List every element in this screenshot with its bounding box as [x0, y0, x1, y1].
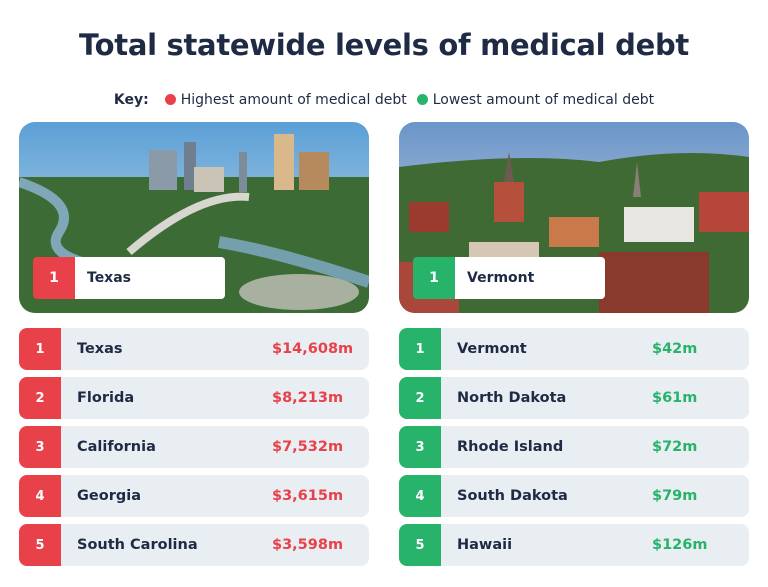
table-row: 5 South Carolina $3,598m [19, 524, 369, 566]
table-row: 3 Rhode Island $72m [399, 426, 749, 468]
title: Total statewide levels of medical debt [79, 28, 689, 62]
state: Vermont [457, 341, 527, 357]
badge: 1 Vermont [413, 257, 605, 299]
table-row: 5 Hawaii $126m [399, 524, 749, 566]
rank: 1 [19, 328, 61, 370]
state: California [77, 439, 156, 455]
key-label: Key: [113, 92, 149, 108]
table-row: 3 California $7,532m [19, 426, 369, 468]
rank: 4 [19, 475, 61, 517]
badge-name: Texas [75, 257, 225, 299]
amount: $126m [652, 537, 708, 553]
state: Rhode Island [457, 439, 564, 455]
rank: 3 [399, 426, 441, 468]
amount: $79m [652, 488, 698, 504]
rank: 2 [399, 377, 441, 419]
state: Hawaii [457, 537, 513, 553]
state: North Dakota [457, 390, 567, 406]
state: Georgia [77, 488, 141, 504]
state: Texas [77, 341, 123, 357]
rank: 4 [399, 475, 441, 517]
amount: $8,213m [272, 390, 344, 406]
table-row: 1 Vermont $42m [399, 328, 749, 370]
badge-rank: 1 [413, 257, 455, 299]
amount: $14,608m [272, 341, 354, 357]
rank: 2 [19, 377, 61, 419]
rank: 5 [19, 524, 61, 566]
amount: $7,532m [272, 439, 344, 455]
badge-rank: 1 [33, 257, 75, 299]
amount: $72m [652, 439, 698, 455]
key-dot [416, 94, 428, 105]
table-row: 2 Florida $8,213m [19, 377, 369, 419]
rank: 3 [19, 426, 61, 468]
state: South Carolina [77, 537, 198, 553]
state: Florida [77, 390, 135, 406]
photo-art [19, 122, 369, 313]
rank: 1 [399, 328, 441, 370]
badge: 1 Texas [33, 257, 225, 299]
key-dot [164, 94, 176, 105]
table-row: 4 Georgia $3,615m [19, 475, 369, 517]
rank: 5 [399, 524, 441, 566]
amount: $61m [652, 390, 698, 406]
amount: $3,598m [272, 537, 344, 553]
table-row: 2 North Dakota $61m [399, 377, 749, 419]
table-row: 1 Texas $14,608m [19, 328, 369, 370]
key: Key: Highest amount of medical debt Lowest… [0, 92, 768, 108]
table-row: 4 South Dakota $79m [399, 475, 749, 517]
amount: $3,615m [272, 488, 344, 504]
amount: $42m [652, 341, 698, 357]
photo [19, 122, 369, 313]
key-item: Lowest amount of medical debt [432, 92, 655, 108]
badge-name: Vermont [455, 257, 605, 299]
key-item: Highest amount of medical debt [180, 92, 407, 108]
state: South Dakota [457, 488, 568, 504]
